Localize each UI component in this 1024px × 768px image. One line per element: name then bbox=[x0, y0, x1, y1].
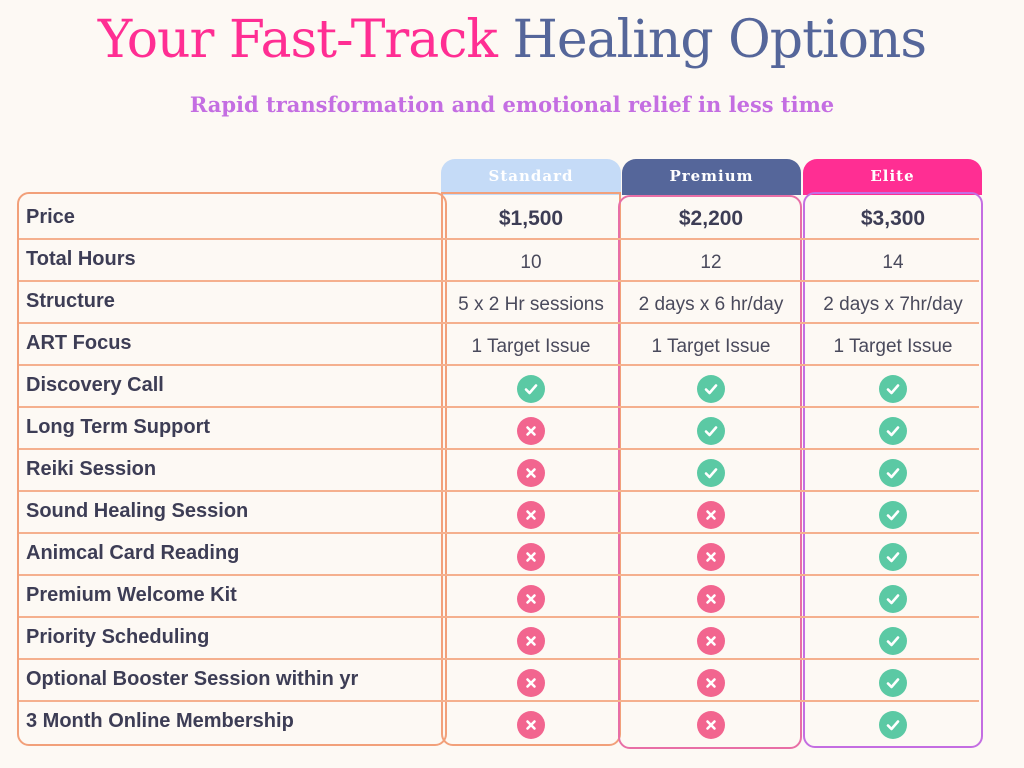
check-circle-icon bbox=[879, 375, 907, 403]
price-standard: $1,500 bbox=[498, 207, 564, 230]
price-premium: $2,200 bbox=[678, 207, 744, 230]
elite-column-frame bbox=[803, 192, 983, 748]
feature-label: Animcal Card Reading bbox=[26, 542, 240, 564]
tier-header-premium: Premium bbox=[622, 159, 801, 195]
feature-label: Sound Healing Session bbox=[26, 500, 249, 522]
feature-label: Price bbox=[26, 206, 75, 228]
check-circle-icon bbox=[697, 417, 725, 445]
feature-label: Long Term Support bbox=[26, 416, 211, 438]
feature-label: Premium Welcome Kit bbox=[26, 584, 237, 606]
check-circle-icon bbox=[879, 501, 907, 529]
x-circle-icon bbox=[697, 669, 725, 697]
check-circle-icon bbox=[879, 585, 907, 613]
cell-premium: 2 days x 6 hr/day bbox=[638, 294, 784, 315]
cell-elite: 2 days x 7hr/day bbox=[823, 294, 963, 315]
cell-standard: 1 Target Issue bbox=[471, 336, 591, 357]
feature-label: Reiki Session bbox=[26, 458, 157, 480]
x-circle-icon bbox=[517, 501, 545, 529]
x-circle-icon bbox=[697, 501, 725, 529]
row-divider bbox=[19, 322, 979, 324]
feature-label: Total Hours bbox=[26, 248, 136, 270]
x-circle-icon bbox=[517, 669, 545, 697]
check-circle-icon bbox=[879, 543, 907, 571]
check-circle-icon bbox=[517, 375, 545, 403]
check-circle-icon bbox=[879, 669, 907, 697]
check-circle-icon bbox=[879, 711, 907, 739]
x-circle-icon bbox=[697, 711, 725, 739]
row-divider bbox=[19, 448, 979, 450]
title-part-1: Your Fast-Track bbox=[97, 10, 498, 70]
cell-premium: 1 Target Issue bbox=[651, 336, 771, 357]
cell-elite: 1 Target Issue bbox=[833, 336, 953, 357]
check-circle-icon bbox=[879, 627, 907, 655]
row-divider bbox=[19, 574, 979, 576]
feature-label: Priority Scheduling bbox=[26, 626, 210, 648]
check-circle-icon bbox=[879, 459, 907, 487]
title-part-2: Healing Options bbox=[512, 10, 927, 70]
feature-column-frame bbox=[17, 192, 447, 746]
row-divider bbox=[19, 658, 979, 660]
feature-label: Discovery Call bbox=[26, 374, 164, 396]
check-circle-icon bbox=[697, 459, 725, 487]
cell-standard: 5 x 2 Hr sessions bbox=[458, 294, 604, 315]
row-divider bbox=[19, 280, 979, 282]
check-circle-icon bbox=[697, 375, 725, 403]
row-divider bbox=[19, 532, 979, 534]
standard-column-frame bbox=[441, 192, 621, 746]
x-circle-icon bbox=[517, 543, 545, 571]
row-divider bbox=[19, 406, 979, 408]
row-divider bbox=[19, 700, 979, 702]
price-elite: $3,300 bbox=[860, 207, 926, 230]
feature-label: Structure bbox=[26, 290, 115, 312]
x-circle-icon bbox=[697, 627, 725, 655]
row-divider bbox=[19, 490, 979, 492]
row-divider bbox=[19, 616, 979, 618]
page-subtitle: Rapid transformation and emotional relie… bbox=[189, 92, 835, 117]
cell-elite: 14 bbox=[882, 252, 904, 273]
x-circle-icon bbox=[517, 459, 545, 487]
x-circle-icon bbox=[517, 711, 545, 739]
tier-header-elite: Elite bbox=[803, 159, 982, 195]
check-circle-icon bbox=[879, 417, 907, 445]
x-circle-icon bbox=[517, 585, 545, 613]
feature-label: Optional Booster Session within yr bbox=[26, 668, 359, 690]
feature-label: 3 Month Online Membership bbox=[26, 710, 294, 732]
row-divider bbox=[19, 364, 979, 366]
cell-standard: 10 bbox=[520, 252, 542, 273]
x-circle-icon bbox=[517, 417, 545, 445]
x-circle-icon bbox=[517, 627, 545, 655]
x-circle-icon bbox=[697, 543, 725, 571]
cell-premium: 12 bbox=[700, 252, 722, 273]
tier-header-standard: Standard bbox=[441, 159, 621, 195]
feature-label: ART Focus bbox=[26, 332, 132, 354]
x-circle-icon bbox=[697, 585, 725, 613]
page-title: Your Fast-Track Healing Options bbox=[0, 10, 1024, 70]
premium-column-frame bbox=[618, 195, 802, 749]
row-divider bbox=[19, 238, 979, 240]
